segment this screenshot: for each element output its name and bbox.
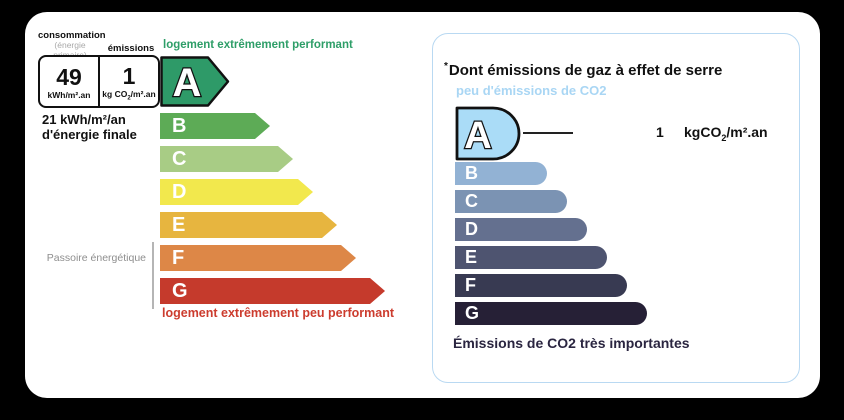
final-energy-text: 21 kWh/m²/an d'énergie finale: [42, 112, 137, 142]
emissions-column-header: émissions: [102, 44, 160, 54]
energy-grade-d-bar: D: [160, 179, 313, 205]
top-performance-label: logement extrêmement performant: [163, 39, 353, 51]
consumption-value: 49: [56, 64, 82, 90]
co2-pointer-line: [523, 132, 573, 134]
energy-grade-b-bar: B: [160, 113, 270, 139]
consumption-label: consommation: [38, 30, 106, 41]
co2-grade-b-letter: B: [465, 163, 478, 183]
co2-bottom-label: Émissions de CO2 très importantes: [453, 335, 690, 351]
energy-grade-a-letter: A: [173, 61, 202, 105]
energy-grade-e-bar: E: [160, 212, 337, 238]
co2-value: 1: [656, 124, 664, 140]
co2-grade-c-letter: C: [465, 191, 478, 211]
co2-grade-b-bar: B: [455, 162, 547, 185]
co2-unit: kgCO2/m².an: [684, 124, 768, 143]
co2-grade-e-letter: E: [465, 247, 478, 267]
emissions-unit: kg CO2/m².an: [102, 88, 156, 102]
passoire-energetique-label: Passoire énergétique: [46, 252, 146, 264]
energy-grade-a-arrow: A: [160, 56, 230, 107]
consumption-unit: kWh/m².an: [47, 90, 91, 100]
co2-grade-e-bar: E: [455, 246, 607, 269]
co2-grade-f-letter: F: [465, 275, 476, 295]
energy-grade-f-bar: F: [160, 245, 356, 271]
asterisk: *: [444, 61, 448, 72]
bottom-performance-label: logement extrêmement peu performant: [162, 306, 394, 320]
emissions-value-cell: 1 kg CO2/m².an: [100, 57, 158, 106]
energy-grade-e-letter: E: [172, 214, 186, 236]
energy-grade-c-bar: C: [160, 146, 293, 172]
co2-grade-g-letter: G: [465, 303, 480, 323]
co2-grade-d-letter: D: [465, 219, 478, 239]
consumption-value-cell: 49 kWh/m².an: [40, 57, 100, 106]
energy-value-box: 49 kWh/m².an 1 kg CO2/m².an: [38, 55, 160, 108]
energy-grade-g-bar: G: [160, 278, 385, 304]
energy-grade-b-letter: B: [172, 115, 187, 137]
energy-grade-f-letter: F: [172, 247, 185, 269]
co2-panel-subtitle: peu d'émissions de CO2: [456, 83, 607, 98]
co2-grade-f-bar: F: [455, 274, 627, 297]
emissions-label: émissions: [107, 43, 155, 54]
passoire-bracket-line: [152, 242, 154, 309]
co2-grade-c-bar: C: [455, 190, 567, 213]
energy-grade-g-letter: G: [172, 280, 188, 302]
energy-grade-d-letter: D: [172, 181, 187, 203]
co2-grade-g-bar: G: [455, 302, 647, 325]
emissions-value: 1: [122, 62, 136, 89]
co2-grade-a-letter: A: [464, 115, 491, 157]
co2-grade-a-shape: A: [455, 106, 521, 161]
co2-grade-d-bar: D: [455, 218, 587, 241]
energy-grade-c-letter: C: [172, 148, 187, 170]
co2-panel-title: *Dont émissions de gaz à effet de serre: [444, 61, 723, 79]
